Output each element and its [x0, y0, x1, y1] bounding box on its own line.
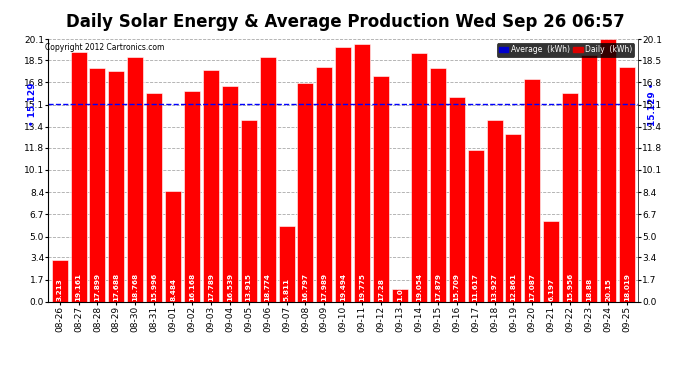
Bar — [581, 55, 597, 302]
Text: 15.996: 15.996 — [151, 272, 157, 301]
Bar — [392, 289, 408, 302]
Text: 16.797: 16.797 — [302, 273, 308, 301]
Legend: Average  (kWh), Daily  (kWh): Average (kWh), Daily (kWh) — [497, 43, 634, 57]
Text: 16.168: 16.168 — [189, 273, 195, 301]
Text: 17.899: 17.899 — [95, 273, 101, 301]
Text: 20.15: 20.15 — [605, 278, 611, 301]
Bar — [165, 191, 181, 302]
Bar — [52, 260, 68, 302]
Text: 3.213: 3.213 — [57, 278, 63, 301]
Text: Daily Solar Energy & Average Production Wed Sep 26 06:57: Daily Solar Energy & Average Production … — [66, 13, 624, 31]
Text: • 15.129: • 15.129 — [28, 82, 37, 126]
Bar — [562, 93, 578, 302]
Bar — [316, 67, 333, 302]
Text: 17.879: 17.879 — [435, 273, 441, 301]
Bar — [90, 68, 106, 302]
Bar — [241, 120, 257, 302]
Text: 5.811: 5.811 — [284, 278, 290, 301]
Text: 12.861: 12.861 — [511, 273, 516, 301]
Bar — [203, 69, 219, 302]
Text: 1.013: 1.013 — [397, 278, 403, 301]
Text: 19.494: 19.494 — [340, 273, 346, 301]
Bar — [486, 120, 502, 302]
Text: 17.789: 17.789 — [208, 273, 214, 301]
Bar — [108, 71, 124, 302]
Text: 15.956: 15.956 — [567, 272, 573, 301]
Text: 6.197: 6.197 — [549, 278, 554, 301]
Bar — [524, 79, 540, 302]
Text: 18.774: 18.774 — [265, 273, 270, 301]
Text: 17.087: 17.087 — [529, 273, 535, 301]
Text: 18.019: 18.019 — [624, 273, 630, 301]
Text: 19.054: 19.054 — [416, 273, 422, 301]
Text: Copyright 2012 Cartronics.com: Copyright 2012 Cartronics.com — [45, 43, 164, 52]
Text: 13.927: 13.927 — [491, 273, 497, 301]
Bar — [430, 68, 446, 302]
Bar — [543, 221, 560, 302]
Text: 18.768: 18.768 — [132, 273, 138, 301]
Text: 18.88: 18.88 — [586, 278, 592, 301]
Bar — [373, 76, 389, 302]
Text: 16.539: 16.539 — [227, 273, 233, 301]
Bar — [619, 66, 635, 302]
Text: 19.775: 19.775 — [359, 273, 365, 301]
Bar — [221, 86, 238, 302]
Bar — [335, 47, 351, 302]
Bar — [354, 44, 371, 302]
Text: 13.915: 13.915 — [246, 273, 252, 301]
Bar — [468, 150, 484, 302]
Bar — [297, 82, 313, 302]
Text: 17.688: 17.688 — [113, 273, 119, 301]
Text: 19.161: 19.161 — [75, 273, 81, 301]
Text: 17.28: 17.28 — [378, 278, 384, 301]
Bar — [411, 53, 427, 302]
Bar — [259, 57, 276, 302]
Bar — [448, 97, 465, 302]
Text: 15.709: 15.709 — [454, 273, 460, 301]
Bar — [184, 91, 200, 302]
Text: 17.989: 17.989 — [322, 273, 327, 301]
Text: 8.484: 8.484 — [170, 278, 176, 301]
Bar — [600, 39, 616, 302]
Bar — [505, 134, 522, 302]
Bar — [127, 57, 144, 302]
Bar — [279, 226, 295, 302]
Bar — [146, 93, 162, 302]
Text: 11.617: 11.617 — [473, 273, 479, 301]
Text: 15.129 •: 15.129 • — [648, 82, 657, 126]
Bar — [70, 52, 86, 302]
